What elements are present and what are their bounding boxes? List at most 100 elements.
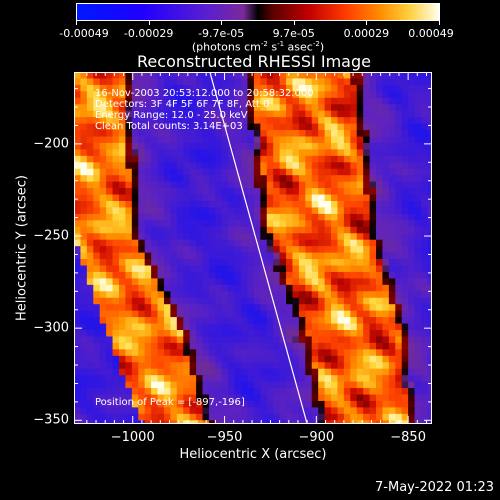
heatmap-cell	[266, 336, 274, 344]
heatmap-cell	[292, 368, 300, 376]
heatmap-cell	[99, 252, 107, 260]
heatmap-cell	[298, 142, 306, 151]
heatmap-cell	[247, 413, 255, 421]
heatmap-cell	[279, 400, 287, 409]
heatmap-cell	[157, 330, 165, 338]
heatmap-cell	[318, 149, 326, 157]
heatmap-cell	[138, 284, 146, 292]
heatmap-cell	[151, 181, 159, 189]
heatmap-cell	[196, 130, 204, 138]
heatmap-cell	[228, 142, 236, 151]
heatmap-cell	[189, 123, 197, 131]
heatmap-cell	[318, 310, 326, 318]
heatmap-cell	[318, 291, 326, 299]
heatmap-cell	[376, 317, 384, 325]
heatmap-cell	[401, 413, 409, 421]
heatmap-cell	[228, 226, 236, 234]
heatmap-cell	[196, 97, 204, 105]
heatmap-cell	[189, 284, 197, 292]
heatmap-cell	[273, 375, 281, 383]
heatmap-cell	[157, 388, 165, 396]
heatmap-cell	[414, 155, 422, 163]
heatmap-cell	[118, 110, 127, 118]
heatmap-cell	[196, 149, 204, 157]
heatmap-cell	[420, 201, 429, 209]
heatmap-cell	[279, 368, 287, 376]
heatmap-cell	[279, 142, 287, 151]
heatmap-cell	[369, 136, 377, 144]
heatmap-cell	[215, 233, 223, 241]
heatmap-cell	[99, 220, 107, 228]
heatmap-cell	[74, 413, 82, 421]
heatmap-cell	[221, 342, 229, 350]
heatmap-cell	[93, 246, 101, 254]
heatmap-cell	[151, 117, 159, 125]
heatmap-cell	[286, 278, 294, 286]
heatmap-cell	[286, 136, 294, 144]
heatmap-cell	[241, 304, 249, 312]
heatmap-cell	[196, 239, 204, 247]
heatmap-cell	[286, 110, 294, 118]
heatmap-cell	[305, 162, 313, 170]
heatmap-cell	[228, 181, 236, 189]
heatmap-cell	[420, 97, 429, 105]
heatmap-cell	[112, 317, 120, 325]
heatmap-cell	[125, 394, 133, 402]
heatmap-cell	[266, 400, 274, 409]
heatmap-cell	[151, 330, 159, 338]
heatmap-cell	[395, 239, 403, 247]
heatmap-cell	[125, 252, 133, 260]
heatmap-cell	[144, 246, 152, 254]
heatmap-cell	[106, 91, 114, 99]
heatmap-cell	[298, 104, 306, 112]
heatmap-cell	[286, 297, 294, 305]
heatmap-cell	[401, 220, 409, 228]
heatmap-cell	[292, 168, 300, 176]
heatmap-cell	[292, 413, 300, 421]
heatmap-cell	[215, 104, 223, 112]
info-peak-position: Position of Peak = [-897,-196]	[95, 397, 245, 408]
heatmap-cell	[247, 97, 255, 105]
heatmap-cell	[356, 78, 364, 86]
heatmap-cell	[260, 181, 268, 189]
heatmap-cell	[356, 362, 364, 370]
heatmap-cell	[286, 194, 294, 202]
heatmap-cell	[388, 155, 396, 163]
heatmap-cell	[176, 194, 184, 202]
heatmap-cell	[112, 239, 120, 247]
heatmap-cell	[151, 168, 159, 176]
heatmap-cell	[86, 168, 94, 176]
heatmap-cell	[279, 291, 287, 299]
heatmap-cell	[292, 188, 300, 196]
heatmap-cell	[414, 175, 422, 183]
heatmap-cell	[176, 84, 184, 92]
heatmap-cell	[80, 400, 88, 409]
heatmap-cell	[86, 149, 94, 157]
heatmap-cell	[337, 142, 345, 151]
heatmap-cell	[324, 375, 332, 383]
heatmap-cell	[286, 388, 294, 396]
heatmap-cell	[228, 342, 236, 350]
heatmap-cell	[144, 149, 152, 157]
heatmap-cell	[324, 323, 332, 331]
heatmap-cell	[260, 297, 268, 305]
heatmap-cell	[292, 213, 300, 221]
heatmap-cell	[311, 78, 319, 86]
heatmap-cell	[234, 310, 242, 318]
heatmap-cell	[260, 78, 268, 86]
heatmap-cell	[112, 362, 120, 370]
heatmap-cell	[176, 207, 184, 215]
heatmap-cell	[343, 194, 351, 202]
heatmap-cell	[420, 291, 429, 299]
heatmap-cell	[215, 388, 223, 396]
heatmap-cell	[151, 304, 159, 312]
heatmap-cell	[144, 420, 152, 424]
heatmap-cell	[163, 246, 171, 254]
heatmap-cell	[331, 265, 339, 273]
heatmap-cell	[234, 78, 242, 86]
heatmap-cell	[144, 130, 152, 138]
heatmap-cell	[80, 381, 88, 389]
heatmap-cell	[234, 284, 242, 292]
heatmap-cell	[221, 226, 229, 234]
heatmap-cell	[234, 84, 242, 92]
